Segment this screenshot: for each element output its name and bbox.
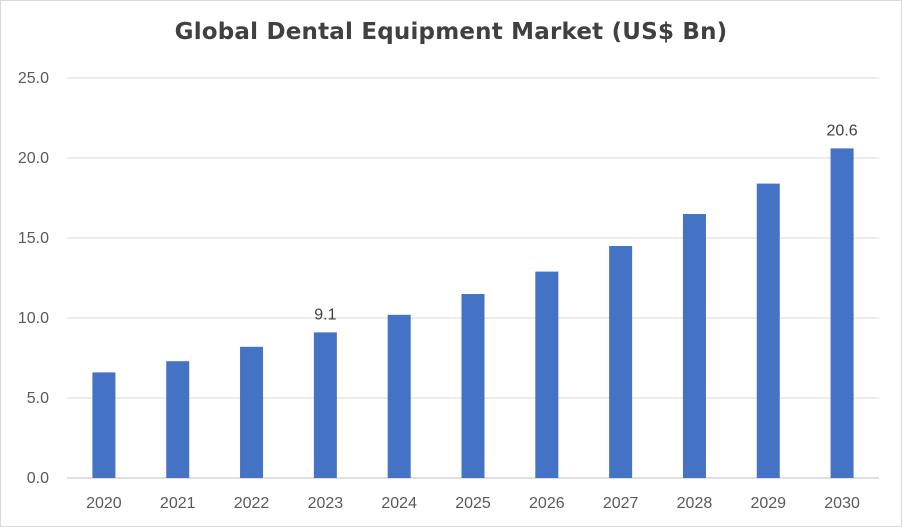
y-tick-label: 10.0 [18,310,49,327]
x-tick-label: 2026 [529,495,565,512]
bar-2023 [313,332,337,478]
x-tick-label: 2025 [455,495,491,512]
x-tick-label: 2027 [603,495,639,512]
y-tick-label: 5.0 [27,390,49,407]
bar-2024 [387,314,411,478]
x-tick-label: 2022 [234,495,270,512]
bar-2028 [682,214,706,478]
bar-2030 [830,148,854,478]
y-tick-label: 20.0 [18,150,49,167]
y-tick-label: 0.0 [27,470,49,487]
bar-2027 [609,246,633,478]
data-label-2030: 20.6 [827,122,858,139]
x-tick-label: 2028 [677,495,713,512]
x-tick-label: 2021 [160,495,196,512]
x-tick-label: 2020 [86,495,122,512]
bar-2026 [535,271,559,478]
bar-2021 [166,361,190,478]
y-tick-label: 15.0 [18,230,49,247]
data-label-2023: 9.1 [314,306,336,323]
bar-2029 [756,183,780,478]
x-tick-label: 2023 [308,495,344,512]
bar-2022 [240,346,264,478]
chart-title: Global Dental Equipment Market (US$ Bn) [174,19,728,45]
x-tick-label: 2029 [750,495,786,512]
x-tick-label: 2024 [381,495,417,512]
bar-2020 [92,372,116,478]
bar-2025 [461,294,485,478]
y-tick-label: 25.0 [18,70,49,87]
x-tick-label: 2030 [824,495,860,512]
